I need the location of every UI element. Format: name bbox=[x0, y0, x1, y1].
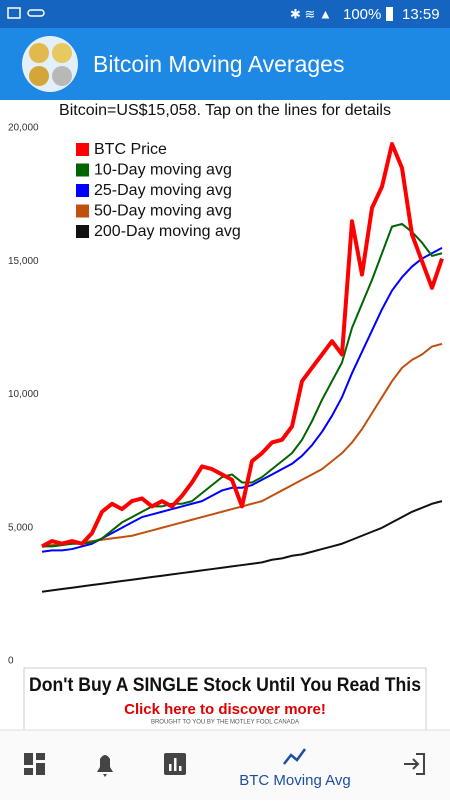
legend-label: 10-Day moving avg bbox=[94, 162, 232, 179]
coin bbox=[52, 66, 72, 86]
legend-label: 50-Day moving avg bbox=[94, 203, 232, 220]
legend-swatch bbox=[76, 143, 89, 156]
battery: 100% bbox=[343, 6, 381, 23]
legend-swatch bbox=[76, 225, 89, 238]
legend-label: 200-Day moving avg bbox=[94, 223, 241, 240]
legend bbox=[68, 132, 258, 246]
coin bbox=[29, 43, 49, 63]
y-tick-label: 5,000 bbox=[8, 522, 33, 533]
y-tick-label: 0 bbox=[8, 656, 14, 667]
nav-charts[interactable] bbox=[164, 753, 186, 775]
legend-label: 25-Day moving avg bbox=[94, 182, 232, 199]
app-title: Bitcoin Moving Averages bbox=[93, 51, 344, 77]
ad-banner[interactable] bbox=[23, 667, 427, 731]
legend-entries: BTC Price 10-Day moving avg 25-Day moving … bbox=[76, 141, 241, 240]
coin bbox=[29, 66, 49, 86]
battery-icon bbox=[386, 7, 393, 21]
ad-byline: BROUGHT TO YOU BY THE MOTLEY FOOL CANADA bbox=[151, 720, 299, 726]
legend-swatch bbox=[76, 184, 89, 197]
ad-headline[interactable]: Don't Buy A SINGLE Stock Until You Read … bbox=[29, 675, 421, 696]
ad-cta[interactable]: Click here to discover more! bbox=[124, 701, 326, 718]
nav-alerts[interactable] bbox=[97, 755, 113, 777]
chart-title: Bitcoin=US$15,058. Tap on the lines for … bbox=[59, 102, 391, 119]
series-line[interactable] bbox=[41, 247, 443, 553]
legend-swatch bbox=[76, 204, 89, 218]
series-line[interactable] bbox=[42, 222, 443, 548]
nav-dashboard[interactable] bbox=[24, 753, 45, 775]
nav-moving-avg-icon[interactable] bbox=[283, 748, 307, 765]
gallery-icon bbox=[7, 7, 21, 19]
y-tick-label: 10,000 bbox=[8, 389, 39, 400]
coin bbox=[52, 43, 72, 63]
series-line[interactable] bbox=[41, 141, 444, 549]
legend-swatch bbox=[76, 163, 89, 177]
voicemail-icon bbox=[27, 9, 45, 17]
chart: 0 5,000 10,000 15,000 20,000 bbox=[8, 123, 444, 667]
legend-label: BTC Price bbox=[94, 141, 167, 158]
series-line[interactable] bbox=[41, 500, 443, 593]
status-bar bbox=[0, 0, 450, 28]
y-tick-label: 15,000 bbox=[8, 256, 39, 267]
app-logo bbox=[22, 36, 78, 92]
y-tick-label: 20,000 bbox=[8, 123, 39, 134]
nav-active-label[interactable]: BTC Moving Avg bbox=[239, 772, 350, 789]
nav-exit[interactable] bbox=[404, 753, 425, 775]
clock: 13:59 bbox=[402, 6, 440, 23]
status-icons: ✱ ≋ ▲ bbox=[290, 6, 332, 21]
bottom-nav bbox=[0, 730, 450, 800]
